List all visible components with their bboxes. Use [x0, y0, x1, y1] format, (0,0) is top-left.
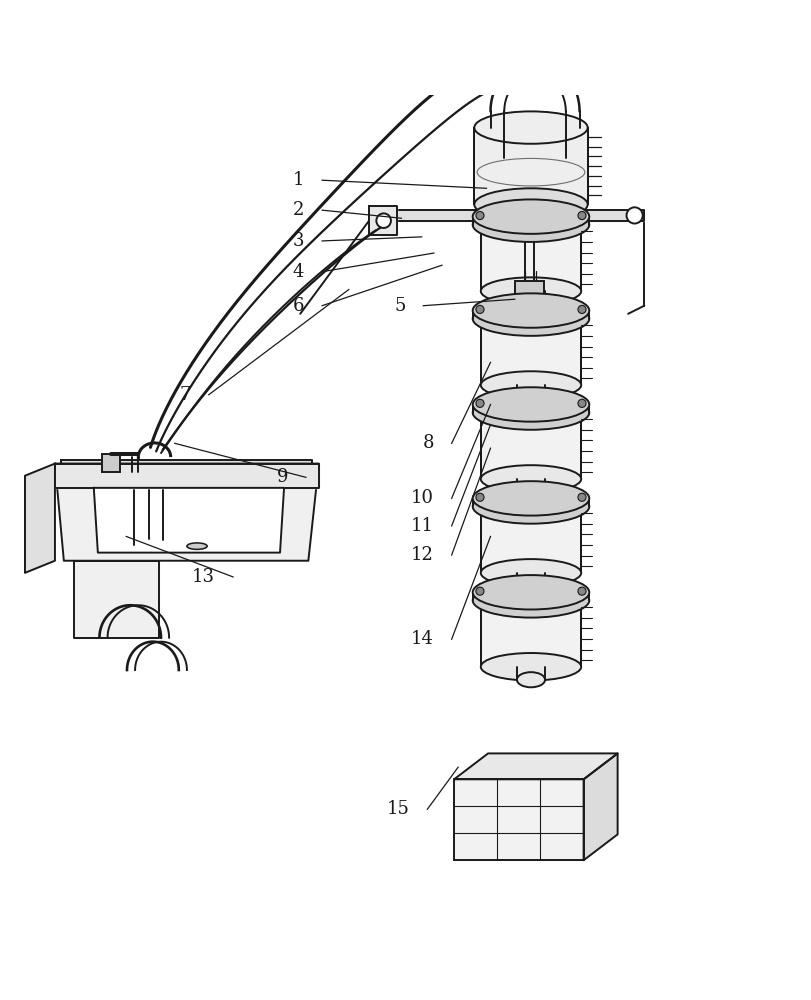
FancyBboxPatch shape — [474, 128, 588, 204]
Circle shape — [627, 207, 642, 224]
Ellipse shape — [473, 583, 590, 618]
Ellipse shape — [481, 305, 581, 332]
Polygon shape — [74, 561, 159, 638]
Ellipse shape — [481, 493, 581, 520]
Ellipse shape — [517, 297, 545, 312]
Circle shape — [578, 305, 586, 313]
FancyBboxPatch shape — [481, 413, 581, 479]
Circle shape — [578, 493, 586, 501]
Text: 13: 13 — [192, 568, 215, 586]
Ellipse shape — [517, 578, 545, 593]
Ellipse shape — [474, 111, 588, 144]
Text: 12: 12 — [411, 546, 434, 564]
Circle shape — [578, 399, 586, 407]
Polygon shape — [25, 464, 55, 573]
FancyBboxPatch shape — [473, 498, 590, 506]
Ellipse shape — [481, 399, 581, 426]
Polygon shape — [94, 488, 284, 553]
FancyBboxPatch shape — [515, 281, 544, 301]
Polygon shape — [454, 779, 584, 860]
FancyBboxPatch shape — [481, 225, 581, 291]
FancyBboxPatch shape — [481, 600, 581, 667]
Text: 3: 3 — [293, 232, 304, 250]
Ellipse shape — [481, 587, 581, 614]
Circle shape — [476, 399, 484, 407]
FancyBboxPatch shape — [473, 404, 590, 413]
Ellipse shape — [517, 672, 545, 687]
Ellipse shape — [473, 395, 590, 430]
FancyBboxPatch shape — [102, 454, 120, 472]
Text: 6: 6 — [293, 297, 304, 315]
Ellipse shape — [474, 188, 588, 221]
Ellipse shape — [517, 390, 545, 406]
Circle shape — [476, 493, 484, 501]
Circle shape — [476, 305, 484, 313]
Ellipse shape — [481, 559, 581, 587]
Ellipse shape — [473, 489, 590, 524]
Polygon shape — [55, 464, 319, 561]
Text: 15: 15 — [387, 800, 410, 818]
FancyBboxPatch shape — [481, 506, 581, 573]
Polygon shape — [369, 206, 397, 235]
Circle shape — [578, 587, 586, 595]
Ellipse shape — [473, 481, 590, 516]
Circle shape — [476, 587, 484, 595]
Text: 11: 11 — [411, 517, 434, 535]
Polygon shape — [62, 460, 312, 464]
Text: 1: 1 — [293, 171, 304, 189]
Polygon shape — [454, 753, 618, 779]
Polygon shape — [584, 753, 618, 860]
Ellipse shape — [473, 301, 590, 336]
Ellipse shape — [473, 208, 590, 242]
Text: 7: 7 — [179, 386, 191, 404]
Text: 2: 2 — [293, 201, 304, 219]
Ellipse shape — [473, 199, 590, 234]
Ellipse shape — [481, 653, 581, 681]
Ellipse shape — [473, 387, 590, 422]
Text: 8: 8 — [423, 434, 434, 452]
FancyBboxPatch shape — [481, 319, 581, 385]
Ellipse shape — [473, 293, 590, 328]
Ellipse shape — [481, 465, 581, 493]
Ellipse shape — [473, 575, 590, 609]
FancyBboxPatch shape — [473, 592, 590, 600]
Circle shape — [476, 211, 484, 220]
Circle shape — [578, 211, 586, 220]
Ellipse shape — [481, 211, 581, 238]
FancyBboxPatch shape — [473, 311, 590, 319]
Text: 4: 4 — [293, 263, 304, 281]
Ellipse shape — [187, 543, 207, 549]
Text: 9: 9 — [277, 468, 288, 486]
Polygon shape — [369, 210, 644, 221]
Text: 10: 10 — [411, 489, 434, 507]
Ellipse shape — [481, 277, 581, 305]
Text: 14: 14 — [411, 630, 434, 648]
Ellipse shape — [517, 484, 545, 499]
FancyBboxPatch shape — [473, 217, 590, 225]
Polygon shape — [55, 464, 319, 488]
Ellipse shape — [481, 371, 581, 399]
Text: 5: 5 — [394, 297, 406, 315]
Circle shape — [376, 213, 391, 228]
